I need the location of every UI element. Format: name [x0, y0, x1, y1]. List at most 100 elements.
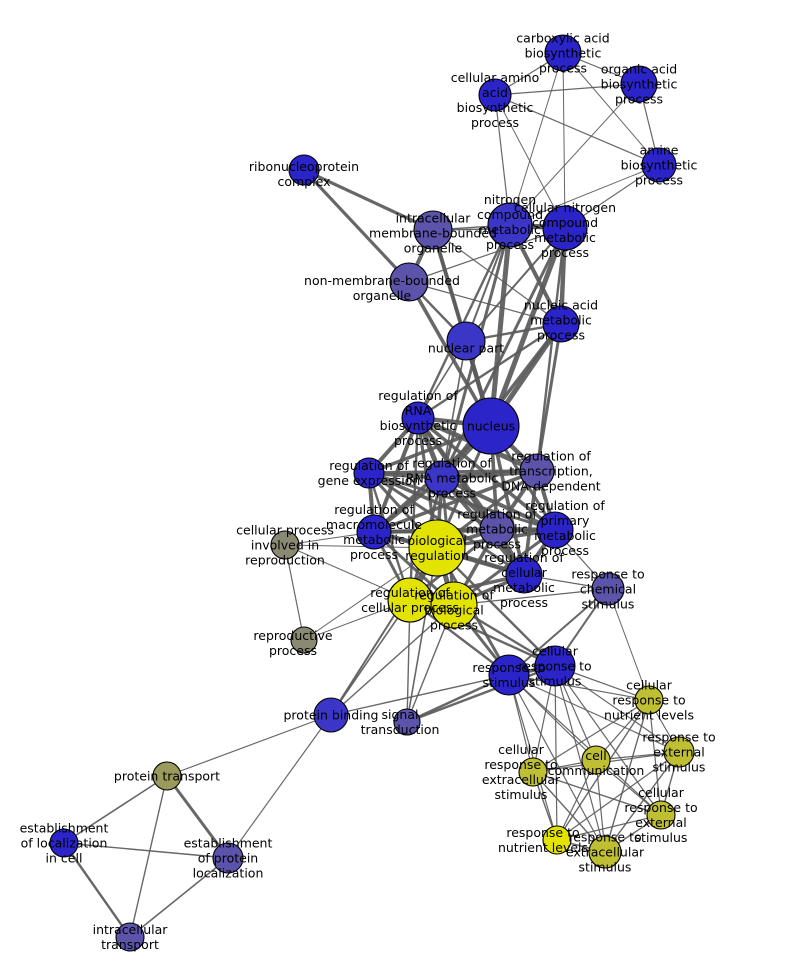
- network-edge: [554, 665, 680, 753]
- network-edge: [63, 842, 131, 938]
- network-edge: [509, 83, 640, 226]
- network-node-ribonucleoprotein-complex[interactable]: [288, 154, 320, 186]
- network-node-reproductive-process[interactable]: [290, 626, 318, 654]
- network-edge: [508, 674, 650, 701]
- network-edge: [129, 857, 229, 938]
- network-node-signal-transduction[interactable]: [393, 708, 421, 736]
- network-edge: [509, 164, 660, 226]
- network-edge: [554, 665, 606, 853]
- network-node-protein-transport[interactable]: [152, 761, 182, 791]
- network-edge: [453, 588, 609, 606]
- network-edge: [165, 775, 230, 859]
- network-edge: [532, 699, 650, 773]
- network-node-cellular-process-involved-in-reproduction[interactable]: [270, 530, 300, 560]
- network-edge: [508, 674, 662, 816]
- network-edge: [607, 588, 650, 701]
- network-node-response-to-extracellular-stimulus[interactable]: [588, 835, 622, 869]
- network-node-regulation-of-biological-process[interactable]: [430, 581, 478, 629]
- network-node-nitrogen-compound-metabolic-process[interactable]: [487, 202, 533, 248]
- network-edge: [63, 775, 168, 844]
- network-node-intracellular-membrane-bounded-organelle[interactable]: [413, 210, 453, 250]
- network-edge: [508, 674, 680, 753]
- network-edge: [368, 471, 556, 532]
- network-edge: [129, 775, 168, 938]
- network-edge: [556, 814, 662, 841]
- network-node-regulation-of-metabolic-process[interactable]: [479, 511, 515, 547]
- network-node-biological-regulation[interactable]: [408, 519, 466, 577]
- network-edge: [532, 771, 606, 853]
- network-node-regulation-of-cellular-metabolic-process[interactable]: [505, 556, 543, 594]
- network-node-protein-binding[interactable]: [313, 697, 349, 733]
- network-edge: [562, 52, 660, 166]
- network-node-response-to-external-stimulus[interactable]: [663, 736, 695, 768]
- network-node-cellular-response-to-external-stimulus[interactable]: [646, 800, 676, 830]
- network-node-nucleus[interactable]: [462, 397, 520, 455]
- network-edge: [408, 281, 562, 325]
- network-edge: [556, 759, 597, 841]
- network-node-establishment-of-protein-localization[interactable]: [212, 842, 244, 874]
- network-edge: [535, 227, 567, 472]
- network-edge: [417, 322, 562, 420]
- network-node-cellular-nitrogen-compound-metabolic-process[interactable]: [542, 205, 588, 251]
- network-edge: [494, 94, 660, 166]
- network-edge: [535, 323, 563, 472]
- network-edge: [648, 699, 662, 816]
- network-edge: [227, 714, 332, 859]
- network-edge: [488, 224, 513, 427]
- network-edge: [604, 751, 680, 853]
- network-node-cell-communication[interactable]: [581, 745, 611, 775]
- network-edge: [302, 168, 411, 284]
- network-node-cellular-response-to-extracellular-stimulus[interactable]: [518, 757, 548, 787]
- network-edge: [330, 547, 438, 716]
- network-node-cellular-response-to-stimulus[interactable]: [534, 645, 576, 687]
- network-edge: [368, 471, 498, 531]
- network-edge: [532, 771, 662, 816]
- network-node-response-to-nutrient-levels[interactable]: [542, 825, 572, 855]
- network-edge: [408, 227, 566, 283]
- network-node-regulation-of-gene-expression[interactable]: [353, 457, 385, 489]
- network-node-response-to-stimulus[interactable]: [488, 654, 530, 696]
- network-edge: [63, 842, 229, 859]
- network-node-regulation-of-cellular-process[interactable]: [387, 577, 433, 623]
- network-edge: [488, 227, 568, 427]
- network-edge: [166, 714, 332, 777]
- node-layer: [49, 34, 695, 952]
- network-edge: [284, 544, 411, 601]
- network-edge: [416, 224, 512, 419]
- network-node-nucleic-acid-metabolic-process[interactable]: [542, 305, 580, 343]
- network-node-regulation-of-transcription-dna-dependent[interactable]: [519, 453, 555, 489]
- network-edge: [330, 599, 411, 716]
- network-edge: [508, 588, 609, 676]
- network-node-cellular-amino-acid-biosynthetic-process[interactable]: [478, 78, 512, 112]
- network-edge: [465, 227, 566, 342]
- network-node-non-membrane-bounded-organelle[interactable]: [389, 262, 429, 302]
- network-edge: [432, 229, 562, 325]
- network-node-establishment-of-localization-in-cell[interactable]: [49, 828, 79, 858]
- network-node-regulation-of-macromolecule-metabolic-process[interactable]: [356, 514, 392, 550]
- network-edge: [554, 665, 558, 841]
- network-node-carboxylic-acid-biosynthetic-process[interactable]: [544, 34, 582, 72]
- network-node-cellular-response-to-nutrient-levels[interactable]: [634, 685, 664, 715]
- network-edge: [330, 674, 510, 716]
- network-node-regulation-of-rna-biosynthetic-process[interactable]: [401, 401, 435, 435]
- network-node-nuclear-part[interactable]: [446, 321, 486, 361]
- network-node-regulation-of-rna-metabolic-process[interactable]: [424, 460, 460, 496]
- network-edge: [406, 664, 556, 724]
- network-edge: [509, 52, 564, 226]
- network-edge: [284, 544, 305, 641]
- network-edge: [494, 83, 640, 96]
- network-edge: [494, 94, 566, 229]
- network-node-regulation-of-primary-metabolic-process[interactable]: [536, 511, 574, 549]
- network-edge: [406, 547, 438, 723]
- network-edge: [556, 751, 680, 841]
- network-node-intracellular-transport[interactable]: [115, 922, 145, 952]
- network-node-response-to-chemical-stimulus[interactable]: [591, 572, 625, 606]
- network-edge: [408, 417, 420, 601]
- network-node-organic-acid-biosynthetic-process[interactable]: [620, 65, 658, 103]
- network-edge: [554, 665, 662, 816]
- network-edge: [303, 168, 434, 232]
- network-edge: [508, 674, 606, 853]
- network-edge: [330, 604, 455, 716]
- network-node-amine-biosynthetic-process[interactable]: [641, 147, 677, 183]
